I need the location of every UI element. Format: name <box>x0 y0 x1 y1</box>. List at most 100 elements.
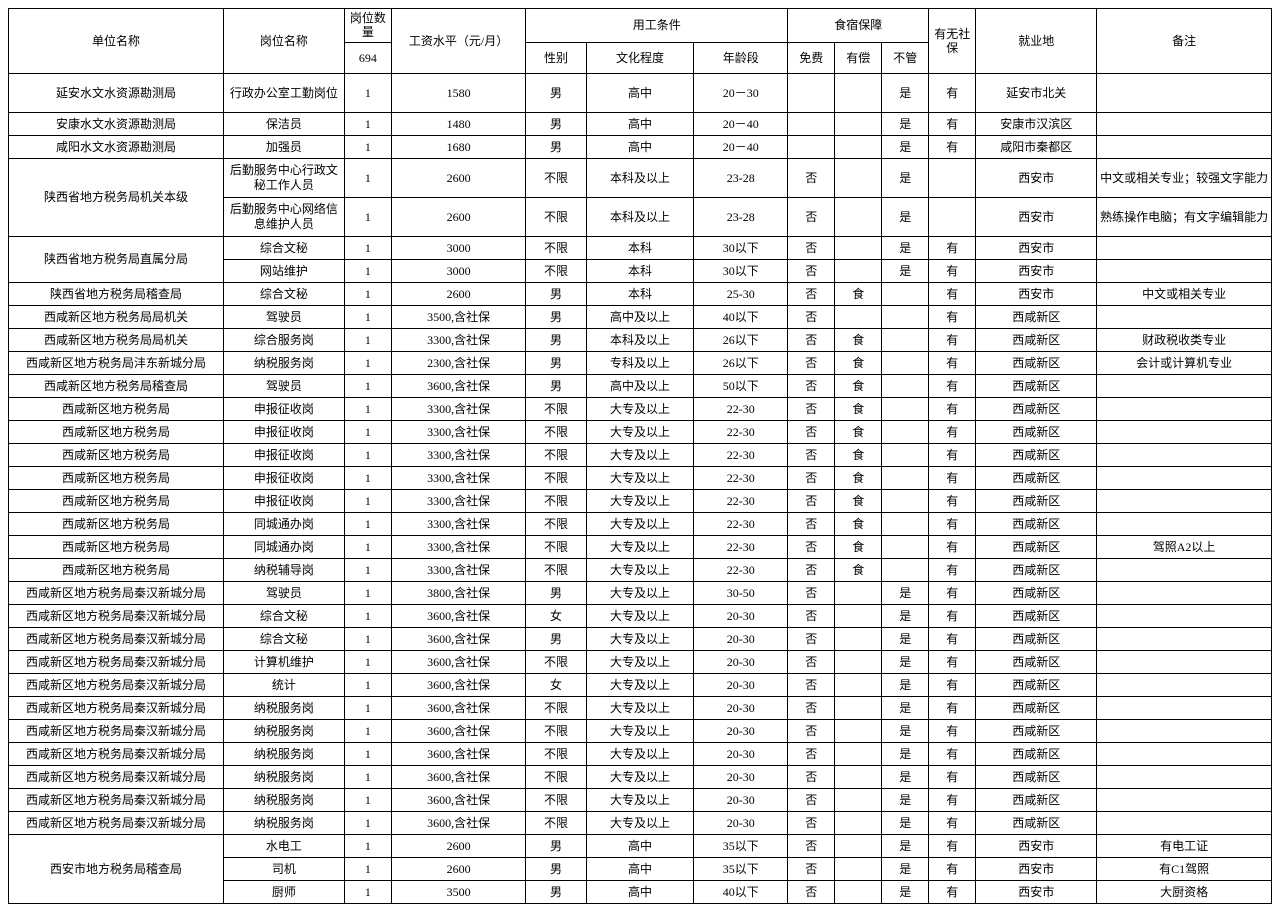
cell-free: 否 <box>788 351 835 374</box>
cell-free: 否 <box>788 604 835 627</box>
cell-salary: 3600,含社保 <box>391 719 525 742</box>
cell-paid <box>835 158 882 197</box>
cell-edu: 高中 <box>586 834 693 857</box>
cell-position: 厨师 <box>223 880 344 903</box>
cell-qty: 1 <box>344 811 391 834</box>
cell-gender: 女 <box>526 604 586 627</box>
cell-paid: 食 <box>835 512 882 535</box>
cell-ins: 有 <box>929 135 976 158</box>
cell-gender: 不限 <box>526 650 586 673</box>
col-paid: 有偿 <box>835 42 882 73</box>
cell-age: 20－40 <box>694 112 788 135</box>
cell-loc: 西安市 <box>976 158 1097 197</box>
cell-qty: 1 <box>344 351 391 374</box>
cell-gender: 男 <box>526 328 586 351</box>
cell-loc: 西咸新区 <box>976 581 1097 604</box>
cell-paid <box>835 73 882 112</box>
cell-position: 保洁员 <box>223 112 344 135</box>
table-row: 西咸新区地方税务局同城通办岗13300,含社保不限大专及以上22-30否食有西咸… <box>9 535 1272 558</box>
cell-loc: 西咸新区 <box>976 443 1097 466</box>
cell-position: 纳税辅导岗 <box>223 558 344 581</box>
cell-remark: 熟练操作电脑；有文字编辑能力 <box>1097 197 1272 236</box>
table-row: 西咸新区地方税务局秦汉新城分局纳税服务岗13600,含社保不限大专及以上20-3… <box>9 788 1272 811</box>
cell-gender: 男 <box>526 135 586 158</box>
table-row: 陕西省地方税务局稽查局综合文秘12600男本科25-30否食有西安市中文或相关专… <box>9 282 1272 305</box>
cell-position: 纳税服务岗 <box>223 696 344 719</box>
cell-none: 是 <box>882 581 929 604</box>
cell-ins: 有 <box>929 719 976 742</box>
cell-age: 50以下 <box>694 374 788 397</box>
cell-none <box>882 374 929 397</box>
cell-age: 30以下 <box>694 236 788 259</box>
cell-loc: 安康市汉滨区 <box>976 112 1097 135</box>
cell-unit: 西咸新区地方税务局 <box>9 558 224 581</box>
table-row: 安康水文水资源勘测局保洁员11480男高中20－40是有安康市汉滨区 <box>9 112 1272 135</box>
cell-paid <box>835 581 882 604</box>
cell-paid: 食 <box>835 466 882 489</box>
cell-paid <box>835 880 882 903</box>
cell-remark: 财政税收类专业 <box>1097 328 1272 351</box>
cell-paid <box>835 135 882 158</box>
cell-none: 是 <box>882 811 929 834</box>
cell-position: 纳税服务岗 <box>223 788 344 811</box>
col-qty-top: 岗位数量 <box>344 9 391 43</box>
cell-age: 20-30 <box>694 627 788 650</box>
cell-paid: 食 <box>835 328 882 351</box>
table-row: 西咸新区地方税务局纳税辅导岗13300,含社保不限大专及以上22-30否食有西咸… <box>9 558 1272 581</box>
cell-paid <box>835 834 882 857</box>
cell-remark: 中文或相关专业 <box>1097 282 1272 305</box>
cell-age: 20-30 <box>694 788 788 811</box>
cell-gender: 男 <box>526 627 586 650</box>
col-loc: 就业地 <box>976 9 1097 74</box>
cell-qty: 1 <box>344 650 391 673</box>
cell-none <box>882 489 929 512</box>
table-row: 陕西省地方税务局机关本级后勤服务中心行政文秘工作人员12600不限本科及以上23… <box>9 158 1272 197</box>
cell-paid <box>835 742 882 765</box>
cell-none <box>882 328 929 351</box>
cell-age: 20-30 <box>694 604 788 627</box>
cell-none: 是 <box>882 742 929 765</box>
cell-qty: 1 <box>344 282 391 305</box>
cell-ins: 有 <box>929 305 976 328</box>
cell-salary: 3600,含社保 <box>391 374 525 397</box>
cell-qty: 1 <box>344 374 391 397</box>
cell-age: 22-30 <box>694 443 788 466</box>
cell-edu: 大专及以上 <box>586 443 693 466</box>
cell-unit: 延安水文水资源勘测局 <box>9 73 224 112</box>
cell-salary: 3600,含社保 <box>391 765 525 788</box>
cell-loc: 西安市 <box>976 880 1097 903</box>
cell-salary: 1580 <box>391 73 525 112</box>
cell-remark <box>1097 443 1272 466</box>
cell-loc: 西咸新区 <box>976 489 1097 512</box>
cell-none: 是 <box>882 112 929 135</box>
cell-none: 是 <box>882 650 929 673</box>
cell-paid: 食 <box>835 397 882 420</box>
col-salary: 工资水平（元/月） <box>391 9 525 74</box>
cell-paid: 食 <box>835 420 882 443</box>
cell-position: 纳税服务岗 <box>223 811 344 834</box>
cell-remark <box>1097 236 1272 259</box>
cell-qty: 1 <box>344 135 391 158</box>
cell-position: 申报征收岗 <box>223 489 344 512</box>
cell-gender: 不限 <box>526 489 586 512</box>
cell-salary: 3600,含社保 <box>391 604 525 627</box>
table-row: 咸阳水文水资源勘测局加强员11680男高中20－40是有咸阳市秦都区 <box>9 135 1272 158</box>
table-row: 西咸新区地方税务局局机关综合服务岗13300,含社保男本科及以上26以下否食有西… <box>9 328 1272 351</box>
cell-position: 计算机维护 <box>223 650 344 673</box>
cell-loc: 西咸新区 <box>976 328 1097 351</box>
cell-loc: 西咸新区 <box>976 765 1097 788</box>
table-row: 西咸新区地方税务局沣东新城分局纳税服务岗12300,含社保男专科及以上26以下否… <box>9 351 1272 374</box>
cell-ins <box>929 158 976 197</box>
cell-position: 综合文秘 <box>223 604 344 627</box>
cell-remark <box>1097 581 1272 604</box>
cell-qty: 1 <box>344 880 391 903</box>
cell-none <box>882 512 929 535</box>
cell-ins: 有 <box>929 420 976 443</box>
cell-age: 22-30 <box>694 466 788 489</box>
cell-gender: 不限 <box>526 696 586 719</box>
col-gender: 性别 <box>526 42 586 73</box>
table-row: 西咸新区地方税务局同城通办岗13300,含社保不限大专及以上22-30否食有西咸… <box>9 512 1272 535</box>
cell-age: 20-30 <box>694 696 788 719</box>
cell-none <box>882 535 929 558</box>
table-header: 单位名称 岗位名称 岗位数量 工资水平（元/月） 用工条件 食宿保障 有无社保 … <box>9 9 1272 74</box>
